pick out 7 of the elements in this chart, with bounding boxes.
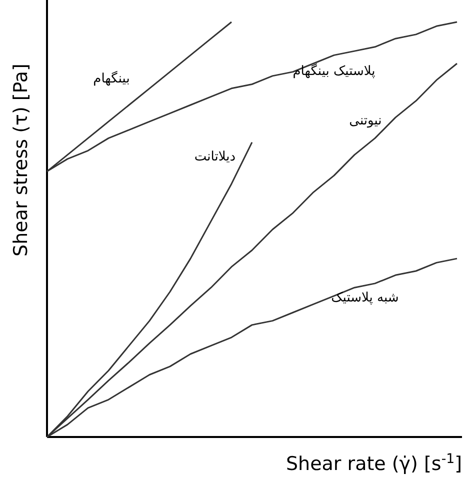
series-label: پلاستیک بینگهام xyxy=(292,63,376,80)
series-label: نیوتنی xyxy=(349,113,382,128)
series-label: شبه پلاستیک xyxy=(331,290,399,306)
x-axis-title: Shear rate (γ̇) [s$^{-1}$] xyxy=(286,452,462,475)
series-label: دیلاتانت xyxy=(194,149,236,164)
series-label: بینگهام xyxy=(93,70,130,86)
y-axis-title: Shear stress (τ) [Pa] xyxy=(10,64,32,256)
